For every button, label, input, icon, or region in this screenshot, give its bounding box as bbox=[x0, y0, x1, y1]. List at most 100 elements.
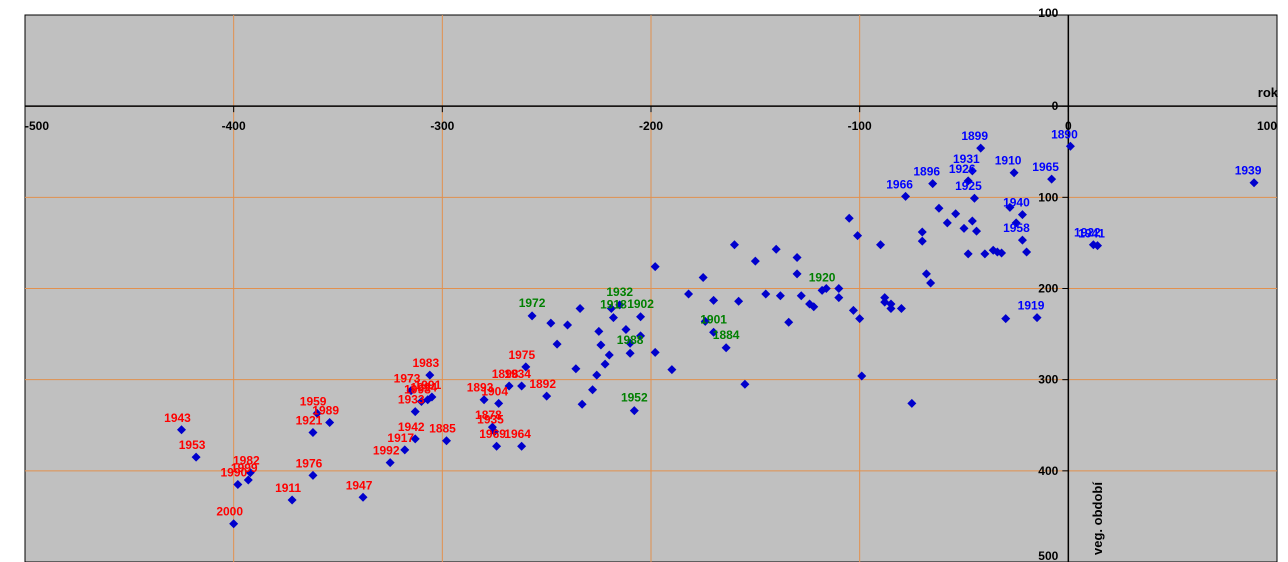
data-point bbox=[886, 299, 896, 309]
data-point bbox=[577, 399, 587, 409]
data-point bbox=[721, 343, 731, 353]
data-point bbox=[312, 408, 322, 418]
data-label: 1941 bbox=[1078, 227, 1105, 241]
data-label: 1965 bbox=[1032, 160, 1059, 174]
data-point bbox=[667, 365, 677, 375]
data-label: 1934 bbox=[504, 367, 531, 381]
data-point bbox=[834, 293, 844, 303]
data-label: 1935 bbox=[477, 413, 504, 427]
data-point bbox=[400, 445, 410, 455]
data-label: 1992 bbox=[373, 444, 400, 458]
data-point bbox=[951, 209, 961, 219]
data-point bbox=[191, 452, 201, 462]
data-label: 1990 bbox=[220, 466, 247, 480]
data-point bbox=[771, 244, 781, 254]
data-label: 1893 bbox=[467, 381, 494, 395]
data-point bbox=[546, 318, 556, 328]
data-point bbox=[901, 191, 911, 201]
data-label: 1947 bbox=[346, 478, 373, 492]
data-label: 1953 bbox=[179, 438, 206, 452]
data-point bbox=[928, 179, 938, 189]
data-label: 1966 bbox=[886, 177, 913, 191]
data-label: 1922 bbox=[1074, 226, 1101, 240]
data-point bbox=[709, 295, 719, 305]
data-point bbox=[1032, 313, 1042, 323]
data-point bbox=[709, 327, 719, 337]
x-axis-label: rok bbox=[1258, 85, 1279, 100]
data-point bbox=[1009, 168, 1019, 178]
data-point bbox=[308, 470, 318, 480]
data-point bbox=[1005, 202, 1015, 212]
data-label: 1999 bbox=[231, 461, 258, 475]
data-point bbox=[563, 320, 573, 330]
data-label: 1983 bbox=[412, 356, 439, 370]
x-tick-label: 100 bbox=[1257, 119, 1277, 133]
data-label: 1884 bbox=[713, 328, 740, 342]
data-point bbox=[650, 262, 660, 272]
data-point bbox=[636, 312, 646, 322]
data-label: 1921 bbox=[296, 414, 323, 428]
data-point bbox=[621, 325, 631, 335]
data-point bbox=[615, 300, 625, 310]
data-label: 1964 bbox=[504, 427, 531, 441]
data-point bbox=[976, 143, 986, 153]
data-point bbox=[1001, 314, 1011, 324]
data-point bbox=[625, 348, 635, 358]
data-point bbox=[934, 203, 944, 213]
data-point bbox=[844, 213, 854, 223]
data-point bbox=[504, 381, 514, 391]
data-point bbox=[592, 370, 602, 380]
data-label: 1899 bbox=[961, 129, 988, 143]
data-point bbox=[490, 427, 499, 437]
data-point bbox=[492, 441, 502, 451]
data-point bbox=[880, 293, 890, 303]
x-tick-label: -300 bbox=[430, 119, 454, 133]
data-point bbox=[921, 269, 931, 279]
data-point bbox=[698, 273, 708, 283]
data-label: 1973 bbox=[394, 372, 421, 386]
axes bbox=[24, 14, 1278, 562]
data-point bbox=[848, 305, 858, 315]
y-axis-label: veg. období bbox=[1090, 482, 1105, 555]
y-tick-label: 0 bbox=[1052, 99, 1059, 113]
data-label: 1988 bbox=[617, 333, 644, 347]
data-label: 1943 bbox=[164, 411, 191, 425]
data-point bbox=[233, 480, 243, 490]
x-tick-labels: -500 -400 -300 -200 -100 0 100 bbox=[25, 119, 1277, 133]
data-point bbox=[571, 364, 581, 374]
data-label: 1989 bbox=[312, 404, 339, 418]
data-label: 1958 bbox=[1003, 221, 1030, 235]
data-point bbox=[629, 406, 639, 416]
data-label: 1890 bbox=[1051, 127, 1078, 141]
data-label: 1994 bbox=[410, 381, 437, 395]
y-tick-label: 500 bbox=[1038, 549, 1058, 562]
data-label: 1940 bbox=[1003, 196, 1030, 210]
data-point bbox=[821, 284, 831, 293]
data-label: 1939 bbox=[1235, 164, 1262, 178]
data-point bbox=[729, 240, 739, 250]
data-point bbox=[608, 313, 618, 323]
data-point bbox=[907, 398, 917, 408]
data-label: 1969 bbox=[479, 427, 506, 441]
data-point bbox=[969, 193, 979, 203]
data-label: 1972 bbox=[519, 296, 546, 310]
data-point bbox=[997, 248, 1007, 258]
data-point bbox=[442, 436, 452, 446]
data-point bbox=[594, 326, 604, 336]
data-point bbox=[684, 289, 694, 299]
data-label: 1910 bbox=[995, 154, 1022, 168]
data-point bbox=[406, 386, 416, 396]
data-point bbox=[734, 296, 744, 306]
data-point bbox=[521, 362, 531, 372]
data-label: 1982 bbox=[233, 454, 260, 468]
data-point bbox=[229, 519, 239, 529]
data-point bbox=[1017, 210, 1027, 220]
data-point bbox=[886, 304, 896, 314]
data-point bbox=[410, 434, 420, 444]
data-label: 2000 bbox=[216, 505, 243, 519]
y-tick-labels: 100 0 100 200 300 400 500 bbox=[1038, 6, 1058, 562]
data-point bbox=[1022, 247, 1032, 257]
data-label: 1975 bbox=[508, 348, 535, 362]
